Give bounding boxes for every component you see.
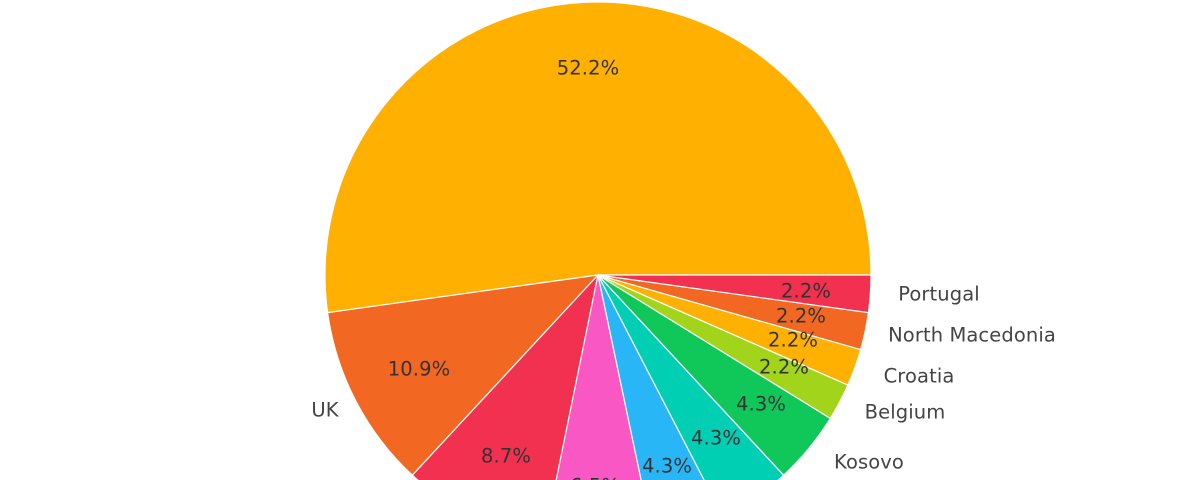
slice-north-macedonia-percent-label: 2.2% xyxy=(776,304,826,328)
label-croatia: Croatia xyxy=(883,364,955,388)
slice-uk-percent-label: 10.9% xyxy=(387,357,451,381)
slice-other[interactable] xyxy=(324,1,872,314)
slice-4-percent-label: 6.5% xyxy=(570,475,620,480)
label-kosovo: Kosovo xyxy=(834,450,904,474)
pie-slice-group xyxy=(324,1,872,480)
slice-belgium-percent-label: 2.2% xyxy=(759,355,809,379)
slice-other-percent-label: 52.2% xyxy=(556,56,620,80)
slice-kosovo-percent-label: 4.3% xyxy=(736,392,786,416)
slice-4[interactable] xyxy=(543,274,654,480)
label-uk: UK xyxy=(311,398,339,422)
slice-croatia-percent-label: 2.2% xyxy=(768,328,818,352)
slice-uk[interactable] xyxy=(326,274,600,477)
slice-portugal[interactable] xyxy=(597,274,872,314)
slice-5-percent-label: 4.3% xyxy=(642,454,692,478)
slice-6-percent-label: 4.3% xyxy=(691,426,741,450)
label-north-macedonia: North Macedonia xyxy=(888,323,1056,347)
label-portugal: Portugal xyxy=(898,282,980,306)
label-belgium: Belgium xyxy=(864,400,946,424)
slice-portugal-percent-label: 2.2% xyxy=(781,279,831,303)
slice-3-percent-label: 8.7% xyxy=(481,444,531,468)
